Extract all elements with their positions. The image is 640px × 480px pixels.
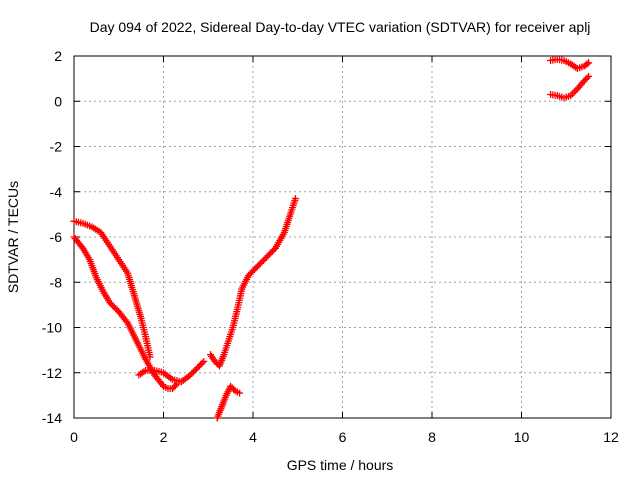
- x-tick-label: 12: [603, 429, 619, 445]
- x-tick-label: 0: [70, 429, 78, 445]
- grid-lines: [74, 56, 611, 418]
- data-point: [109, 302, 117, 310]
- x-tick-label: 4: [249, 429, 257, 445]
- data-point: [212, 359, 220, 367]
- x-tick-label: 6: [339, 429, 347, 445]
- data-point: [195, 362, 203, 370]
- data-point: [189, 368, 197, 376]
- data-series: [70, 55, 593, 422]
- data-point: [230, 385, 238, 393]
- y-tick-label: -4: [50, 184, 63, 200]
- series-track-a: [70, 217, 154, 361]
- y-tick-label: -12: [42, 365, 62, 381]
- series-track-b: [70, 233, 181, 393]
- data-point: [261, 255, 269, 263]
- y-tick-label: 2: [54, 48, 62, 64]
- series-track-d: [206, 195, 300, 370]
- y-tick-labels: -14 -12 -10 -8 -6 -4 -2 0 2: [42, 48, 62, 426]
- x-tick-label: 8: [428, 429, 436, 445]
- y-axis-label: SDTVAR / TECUs: [5, 181, 21, 293]
- data-point: [570, 88, 578, 96]
- x-tick-labels: 0 2 4 6 8 10 12: [70, 429, 619, 445]
- y-tick-label: -6: [50, 229, 63, 245]
- series-track-c: [135, 357, 208, 386]
- data-point: [158, 381, 166, 389]
- data-point: [256, 259, 264, 267]
- data-point: [200, 357, 208, 365]
- y-tick-label: -10: [42, 320, 62, 336]
- data-point: [198, 359, 206, 367]
- data-point: [583, 74, 591, 82]
- data-point: [252, 264, 260, 272]
- data-point: [248, 268, 256, 276]
- data-point: [253, 262, 261, 270]
- data-point: [211, 357, 219, 365]
- data-point: [171, 382, 179, 390]
- data-point: [265, 250, 273, 258]
- data-point: [292, 195, 300, 203]
- data-point: [236, 389, 244, 397]
- y-tick-label: 0: [54, 93, 62, 109]
- series-track-e: [213, 382, 244, 422]
- x-axis-label: GPS time / hours: [287, 457, 394, 473]
- data-point: [122, 317, 130, 325]
- y-tick-label: -14: [42, 410, 62, 426]
- data-point: [140, 368, 148, 376]
- data-point: [227, 382, 235, 390]
- y-tick-label: -2: [50, 139, 63, 155]
- data-point: [585, 59, 593, 67]
- x-tick-label: 2: [160, 429, 168, 445]
- y-tick-label: -8: [50, 274, 63, 290]
- data-point: [249, 267, 257, 275]
- series-track-f: [547, 55, 593, 72]
- data-point: [583, 60, 591, 68]
- data-point: [194, 363, 202, 371]
- data-point: [585, 72, 593, 80]
- series-track-g: [547, 72, 593, 102]
- chart-title: Day 094 of 2022, Sidereal Day-to-day VTE…: [90, 19, 591, 35]
- data-point: [78, 243, 86, 251]
- x-tick-label: 10: [514, 429, 530, 445]
